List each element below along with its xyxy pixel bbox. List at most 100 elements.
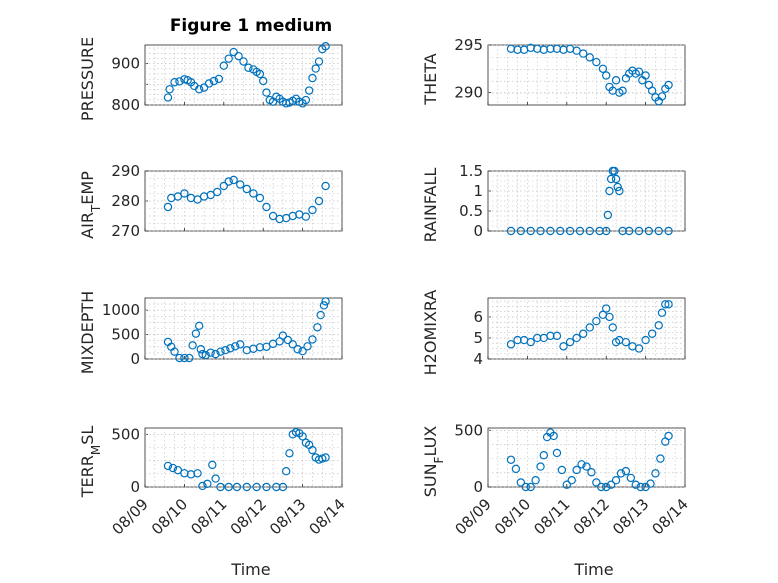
data-point <box>175 77 184 86</box>
data-point <box>259 76 268 86</box>
data-point <box>242 482 251 492</box>
x-tick-label-left: 08/10 <box>148 495 191 538</box>
data-point <box>321 297 330 306</box>
data-point <box>647 329 657 338</box>
data-point <box>621 466 631 476</box>
y-axis-label: RAINFALL <box>421 168 440 243</box>
data-point <box>301 95 311 105</box>
data-point <box>621 337 631 347</box>
data-point <box>605 186 614 196</box>
data-point <box>206 348 215 357</box>
data-point <box>173 465 183 475</box>
data-point <box>311 64 320 73</box>
data-point <box>634 344 644 353</box>
data-point <box>180 353 189 363</box>
y-tick-label: 500 <box>454 421 483 439</box>
data-point <box>194 321 204 331</box>
data-point <box>252 482 261 492</box>
data-point <box>577 460 586 469</box>
subplot-2: 290 295 THETA <box>421 36 686 106</box>
data-point <box>199 83 209 92</box>
data-point <box>651 469 660 478</box>
data-point <box>587 468 596 477</box>
subplot-6: 4 5 6 H2OMIXRA <box>421 290 686 375</box>
data-point <box>546 226 555 236</box>
y-tick-label: 290 <box>454 84 483 102</box>
data-point <box>236 340 245 349</box>
data-point <box>656 454 665 463</box>
y-tick-label: 280 <box>111 192 140 210</box>
y-axis-label: THETA <box>421 53 440 105</box>
data-point <box>546 331 555 341</box>
data-point <box>565 226 575 236</box>
y-tick-label: 0 <box>473 478 483 496</box>
x-tick-label: 08/09 <box>452 495 495 538</box>
data-point <box>602 304 611 313</box>
data-point <box>194 85 204 94</box>
x-tick-label: 08/14 <box>649 495 692 538</box>
data-point <box>201 350 210 360</box>
data-point <box>606 174 616 184</box>
data-point <box>579 329 588 338</box>
data-point <box>303 342 312 351</box>
data-point <box>610 166 619 176</box>
data-point <box>211 474 220 483</box>
data-point <box>598 64 608 74</box>
data-point <box>196 345 206 354</box>
data-point <box>531 475 540 485</box>
data-point <box>654 226 663 236</box>
data-point <box>552 331 562 341</box>
y-tick-label: 270 <box>111 222 140 240</box>
data-point <box>526 482 535 492</box>
data-point <box>506 340 516 349</box>
y-tick-label: 5 <box>473 329 483 347</box>
y-axis-label: AIRTEMP <box>78 171 103 239</box>
subplot-4: 0 0.5 1 1.5 RAINFALL <box>421 162 686 243</box>
data-point <box>262 482 271 492</box>
data-point <box>539 451 549 460</box>
data-point <box>278 331 288 340</box>
y-axis-label: TERRMSL <box>78 426 103 499</box>
data-point <box>219 61 228 70</box>
data-point <box>244 63 253 72</box>
data-point <box>516 226 526 236</box>
data-point <box>618 86 627 95</box>
data-point <box>657 308 667 317</box>
data-point <box>180 189 189 198</box>
x-tick-label-left: 08/14 <box>306 495 349 538</box>
y-tick-label: 0 <box>130 350 140 368</box>
y-tick-label: 500 <box>111 425 140 443</box>
data-point <box>272 482 281 492</box>
data-point <box>288 340 297 349</box>
data-point <box>168 463 178 473</box>
data-point <box>585 323 594 332</box>
y-tick-label: 500 <box>111 326 140 344</box>
data-point <box>308 445 317 455</box>
data-point <box>526 226 535 236</box>
y-axis-label: SUNFLUX <box>421 426 446 498</box>
data-point <box>285 449 294 458</box>
data-point <box>319 301 329 310</box>
data-point <box>214 74 224 84</box>
data-point <box>615 186 624 196</box>
data-point <box>255 69 265 79</box>
data-point <box>611 174 621 184</box>
y-axis-label: PRESSURE <box>78 37 97 121</box>
data-point <box>641 335 650 345</box>
data-point <box>602 482 611 492</box>
data-point <box>185 353 194 363</box>
data-point <box>516 478 526 487</box>
x-tick-label-left: 08/12 <box>227 495 270 538</box>
y-tick-label: 1.5 <box>459 162 483 180</box>
data-point <box>216 482 225 492</box>
data-point <box>188 341 197 350</box>
data-point <box>268 211 278 221</box>
data-point <box>579 49 588 58</box>
data-point <box>572 465 581 475</box>
data-point <box>605 312 614 322</box>
data-point <box>175 353 184 363</box>
data-point <box>301 212 311 221</box>
data-point <box>226 344 235 353</box>
data-point <box>163 202 173 212</box>
data-point <box>506 226 516 236</box>
